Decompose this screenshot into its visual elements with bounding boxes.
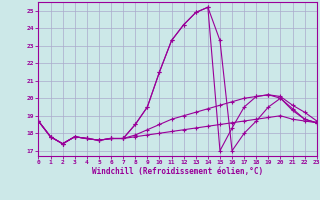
X-axis label: Windchill (Refroidissement éolien,°C): Windchill (Refroidissement éolien,°C) bbox=[92, 167, 263, 176]
